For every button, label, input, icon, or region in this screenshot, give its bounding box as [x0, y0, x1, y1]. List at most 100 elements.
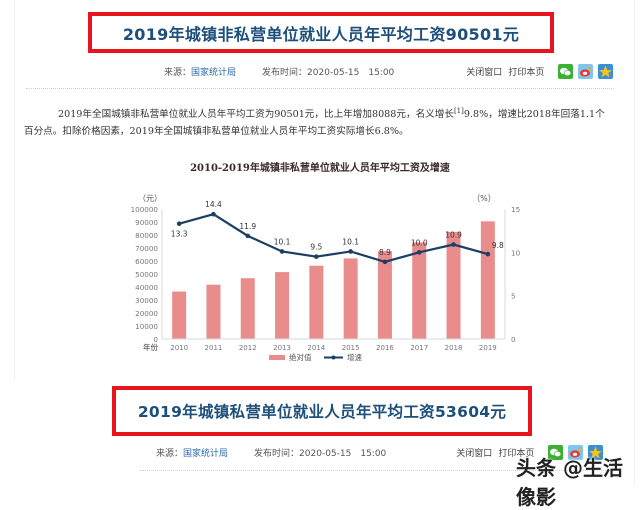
page-edge: [634, 0, 635, 486]
publish-time: 2020-05-15 15:00: [307, 68, 395, 78]
bar: [206, 284, 221, 339]
data-label: 10.9: [445, 231, 462, 240]
svg-text:0: 0: [153, 335, 158, 344]
svg-text:70000: 70000: [135, 244, 158, 253]
data-label: 10.0: [411, 238, 428, 247]
bar: [240, 278, 255, 339]
wage-chart: 2010-2019年城镇非私营单位就业人员年平均工资及增速 （元） （%） 0 1…: [131, 161, 521, 362]
qzone-icon[interactable]: [588, 445, 604, 460]
svg-text:2015: 2015: [342, 344, 360, 352]
bar: [275, 272, 290, 339]
data-point: [451, 242, 456, 247]
svg-text:90000: 90000: [135, 218, 158, 227]
data-point: [348, 249, 353, 254]
svg-text:绝对值: 绝对值: [289, 352, 312, 362]
data-label: 9.8: [492, 241, 504, 250]
chart-legend: 绝对值 增速: [269, 352, 362, 362]
data-point: [382, 259, 388, 265]
svg-text:15: 15: [511, 205, 520, 214]
wechat-icon[interactable]: [548, 445, 564, 460]
publish-time: 2020-05-15 15:00: [299, 449, 387, 459]
data-label: 10.1: [342, 237, 359, 246]
data-label: 11.9: [239, 222, 256, 231]
divider: [26, 88, 614, 89]
svg-text:2013: 2013: [273, 344, 291, 352]
data-point: [279, 249, 285, 254]
svg-text:100000: 100000: [131, 205, 159, 214]
data-label: 10.1: [274, 237, 291, 246]
footnote-link[interactable]: [1]: [453, 107, 464, 115]
svg-text:2018: 2018: [445, 344, 463, 352]
source-link[interactable]: 国家统计局: [183, 449, 229, 459]
svg-text:5: 5: [511, 292, 516, 301]
svg-text:40000: 40000: [135, 283, 158, 292]
svg-text:20000: 20000: [135, 309, 158, 318]
wechat-icon[interactable]: [558, 64, 574, 79]
article-meta: 来源： 国家统计局 发布时间： 2020-05-15 15:00 关闭窗口 打印…: [156, 445, 604, 460]
article-title: 2019年城镇非私营单位就业人员年平均工资90501元: [122, 24, 520, 44]
bar: [377, 251, 392, 339]
svg-text:2016: 2016: [376, 344, 394, 352]
source-label: 来源：: [164, 68, 192, 78]
svg-text:50000: 50000: [135, 270, 158, 279]
bar: [172, 291, 187, 339]
qzone-icon[interactable]: [598, 64, 614, 79]
print-page-link[interactable]: 打印本页: [498, 449, 535, 459]
source-label: 来源：: [156, 449, 184, 459]
close-window-link[interactable]: 关闭窗口: [456, 449, 493, 459]
svg-text:2017: 2017: [410, 344, 428, 352]
svg-text:60000: 60000: [135, 257, 158, 266]
svg-text:30000: 30000: [135, 296, 158, 305]
divider: [140, 470, 620, 471]
svg-text:2019: 2019: [479, 344, 497, 352]
data-point: [176, 221, 182, 227]
svg-text:2011: 2011: [205, 344, 223, 352]
article-title: 2019年城镇私营单位就业人员年平均工资53604元: [137, 403, 507, 421]
svg-text:2012: 2012: [239, 344, 257, 352]
paragraph-text: 9.8%，增速比2018年回落1.1个百分点。扣除价格因素，2019年全国城镇非…: [24, 109, 605, 138]
line-series: 13.3 14.4 11.9 10.1 9.5 10.1 8.9 10.0 10.9 9.8: [171, 200, 504, 265]
weibo-icon[interactable]: [568, 445, 584, 460]
bar: [343, 258, 358, 339]
data-point: [245, 233, 251, 239]
bar: [412, 242, 427, 339]
data-point: [485, 251, 491, 257]
data-label: 13.3: [171, 230, 188, 239]
close-window-link[interactable]: 关闭窗口: [466, 68, 503, 78]
watermark: 头条 @生活像影: [516, 456, 623, 509]
weibo-icon[interactable]: [578, 64, 594, 79]
data-label: 8.9: [379, 248, 391, 257]
y-axis: 0 10000 20000 30000 40000 50000 60000 70000 8000…: [131, 205, 163, 344]
data-label: 14.4: [205, 200, 222, 209]
print-page-link[interactable]: 打印本页: [508, 68, 545, 78]
svg-text:年份: 年份: [143, 342, 158, 352]
publish-label: 发布时间：: [262, 68, 308, 78]
data-label: 9.5: [310, 243, 322, 252]
svg-text:10: 10: [511, 248, 521, 257]
bar: [309, 265, 324, 339]
chart-title: 2010-2019年城镇非私营单位就业人员年平均工资及增速: [190, 161, 450, 174]
svg-text:2010: 2010: [170, 344, 188, 352]
paragraph-text: 2019年全国城镇非私营单位就业人员年平均工资为90501元，比上年增加8088…: [58, 109, 454, 121]
publish-label: 发布时间：: [254, 449, 300, 459]
svg-text:2014: 2014: [307, 344, 325, 352]
source-link[interactable]: 国家统计局: [191, 68, 237, 78]
svg-text:增速: 增速: [347, 352, 362, 362]
svg-text:0: 0: [511, 335, 516, 344]
x-axis: 年份 2010 2011 2012 2013 2014 2015 2016 2017 2018 20…: [143, 338, 505, 352]
bar: [480, 221, 495, 339]
page-edge: [14, 0, 15, 380]
svg-text:80000: 80000: [135, 231, 158, 240]
data-point: [314, 254, 319, 259]
article-meta: 来源： 国家统计局 发布时间： 2020-05-15 15:00 关闭窗口 打印…: [164, 64, 614, 79]
article-paragraph: 2019年全国城镇非私营单位就业人员年平均工资为90501元，比上年增加8088…: [24, 103, 614, 140]
data-point: [416, 250, 422, 255]
y2-axis: 0 5 10 15: [504, 205, 521, 344]
bar: [446, 231, 461, 339]
article-title-box: 2019年城镇非私营单位就业人员年平均工资90501元: [88, 12, 554, 53]
svg-text:10000: 10000: [135, 322, 158, 331]
bar-series: [172, 221, 495, 339]
data-point: [211, 211, 216, 217]
y2-axis-unit: （%）: [472, 194, 496, 203]
y-axis-unit: （元）: [138, 194, 162, 203]
